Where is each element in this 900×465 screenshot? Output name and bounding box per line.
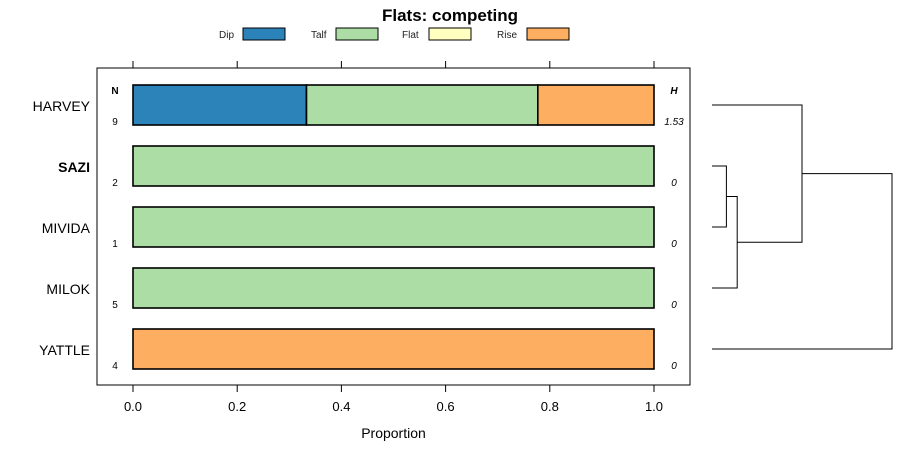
n-value-mivida: 1	[112, 239, 118, 250]
dendrogram-link-0	[712, 165, 727, 228]
bar-harvey-talf	[305, 84, 539, 126]
legend-label-dip: Dip	[219, 30, 234, 41]
h-header: H	[670, 86, 678, 97]
legend-swatch-flat	[428, 27, 472, 41]
x-axis: 0.0 0.2 0.4 0.6 0.8 1.0	[124, 385, 663, 414]
row-labels: HARVEY SAZI MIVIDA MILOK YATTLE	[33, 98, 91, 358]
dendrogram-link-1	[712, 196, 738, 289]
dendrogram	[712, 104, 893, 350]
bar-harvey-rise	[537, 84, 655, 126]
x-tick-label-5: 1.0	[645, 399, 663, 414]
legend-swatch-dip	[242, 27, 286, 41]
row-label-yattle: YATTLE	[39, 342, 90, 358]
legend-label-talf: Talf	[311, 30, 327, 41]
bar-yattle-rise	[132, 328, 655, 370]
n-header: N	[111, 86, 118, 97]
legend-label-flat: Flat	[402, 30, 419, 41]
x-axis-title: Proportion	[361, 425, 426, 441]
x-tick-label-2: 0.4	[332, 399, 350, 414]
h-value-harvey: 1.53	[664, 117, 684, 128]
h-value-sazi: 0	[671, 178, 677, 189]
h-value-yattle: 0	[671, 361, 677, 372]
h-value-mivida: 0	[671, 239, 677, 250]
x-tick-label-0: 0.0	[124, 399, 142, 414]
x-tick-label-1: 0.2	[228, 399, 246, 414]
h-value-milok: 0	[671, 300, 677, 311]
chart-title: Flats: competing	[382, 6, 518, 25]
bar-sazi-talf	[132, 145, 655, 187]
n-value-sazi: 2	[112, 178, 118, 189]
legend-label-rise: Rise	[497, 30, 517, 41]
n-value-milok: 5	[112, 300, 118, 311]
bar-mivida-talf	[132, 206, 655, 248]
n-value-harvey: 9	[112, 117, 118, 128]
row-label-milok: MILOK	[46, 281, 90, 297]
dendrogram-link-3	[712, 173, 893, 350]
legend-swatch-talf	[335, 27, 379, 41]
x-tick-label-4: 0.8	[541, 399, 559, 414]
plot-panel	[96, 67, 691, 386]
top-axis-ticks	[132, 61, 655, 68]
n-values: 9 2 1 5 4	[112, 117, 118, 372]
dendrogram-link-2	[712, 104, 803, 243]
n-value-yattle: 4	[112, 361, 118, 372]
bar-harvey-dip	[132, 84, 308, 126]
bar-milok-talf	[132, 267, 655, 309]
legend-swatch-rise	[526, 27, 570, 41]
bars	[132, 84, 655, 370]
legend: Dip Talf Flat Rise	[219, 27, 570, 41]
row-label-harvey: HARVEY	[33, 98, 91, 114]
row-label-sazi: SAZI	[58, 159, 90, 175]
x-tick-label-3: 0.6	[437, 399, 455, 414]
h-values: 1.53 0 0 0 0	[664, 117, 684, 372]
row-label-mivida: MIVIDA	[42, 220, 91, 236]
